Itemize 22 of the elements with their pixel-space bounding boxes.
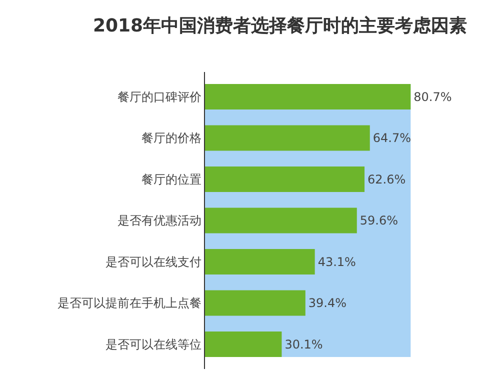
y-tick-label: 餐厅的口碑评价 <box>118 90 202 104</box>
data-label: 64.7% <box>372 131 411 145</box>
data-label: 62.6% <box>368 172 406 186</box>
data-label: 59.6% <box>360 214 398 228</box>
bar <box>205 290 306 316</box>
bar <box>205 125 370 151</box>
bar <box>205 208 357 234</box>
y-tick-label: 是否可以在线等位 <box>106 337 202 352</box>
bar <box>205 248 315 275</box>
data-label: 39.4% <box>308 296 347 310</box>
data-label: 30.1% <box>284 337 323 352</box>
data-label: 43.1% <box>318 254 356 269</box>
data-label: 80.7% <box>414 90 452 104</box>
bar <box>205 166 365 192</box>
chart-title: 2018年中国消费者选择餐厅时的主要考虑因素 <box>92 16 468 37</box>
bar <box>205 331 282 358</box>
y-tick-label: 餐厅的位置 <box>142 172 202 186</box>
bar <box>205 84 411 110</box>
y-tick-label: 是否可以在线支付 <box>106 254 202 269</box>
y-tick-label: 餐厅的价格 <box>142 131 202 146</box>
y-tick-label: 是否可以提前在手机上点餐 <box>58 296 202 310</box>
y-tick-label: 是否有优惠活动 <box>118 214 202 228</box>
